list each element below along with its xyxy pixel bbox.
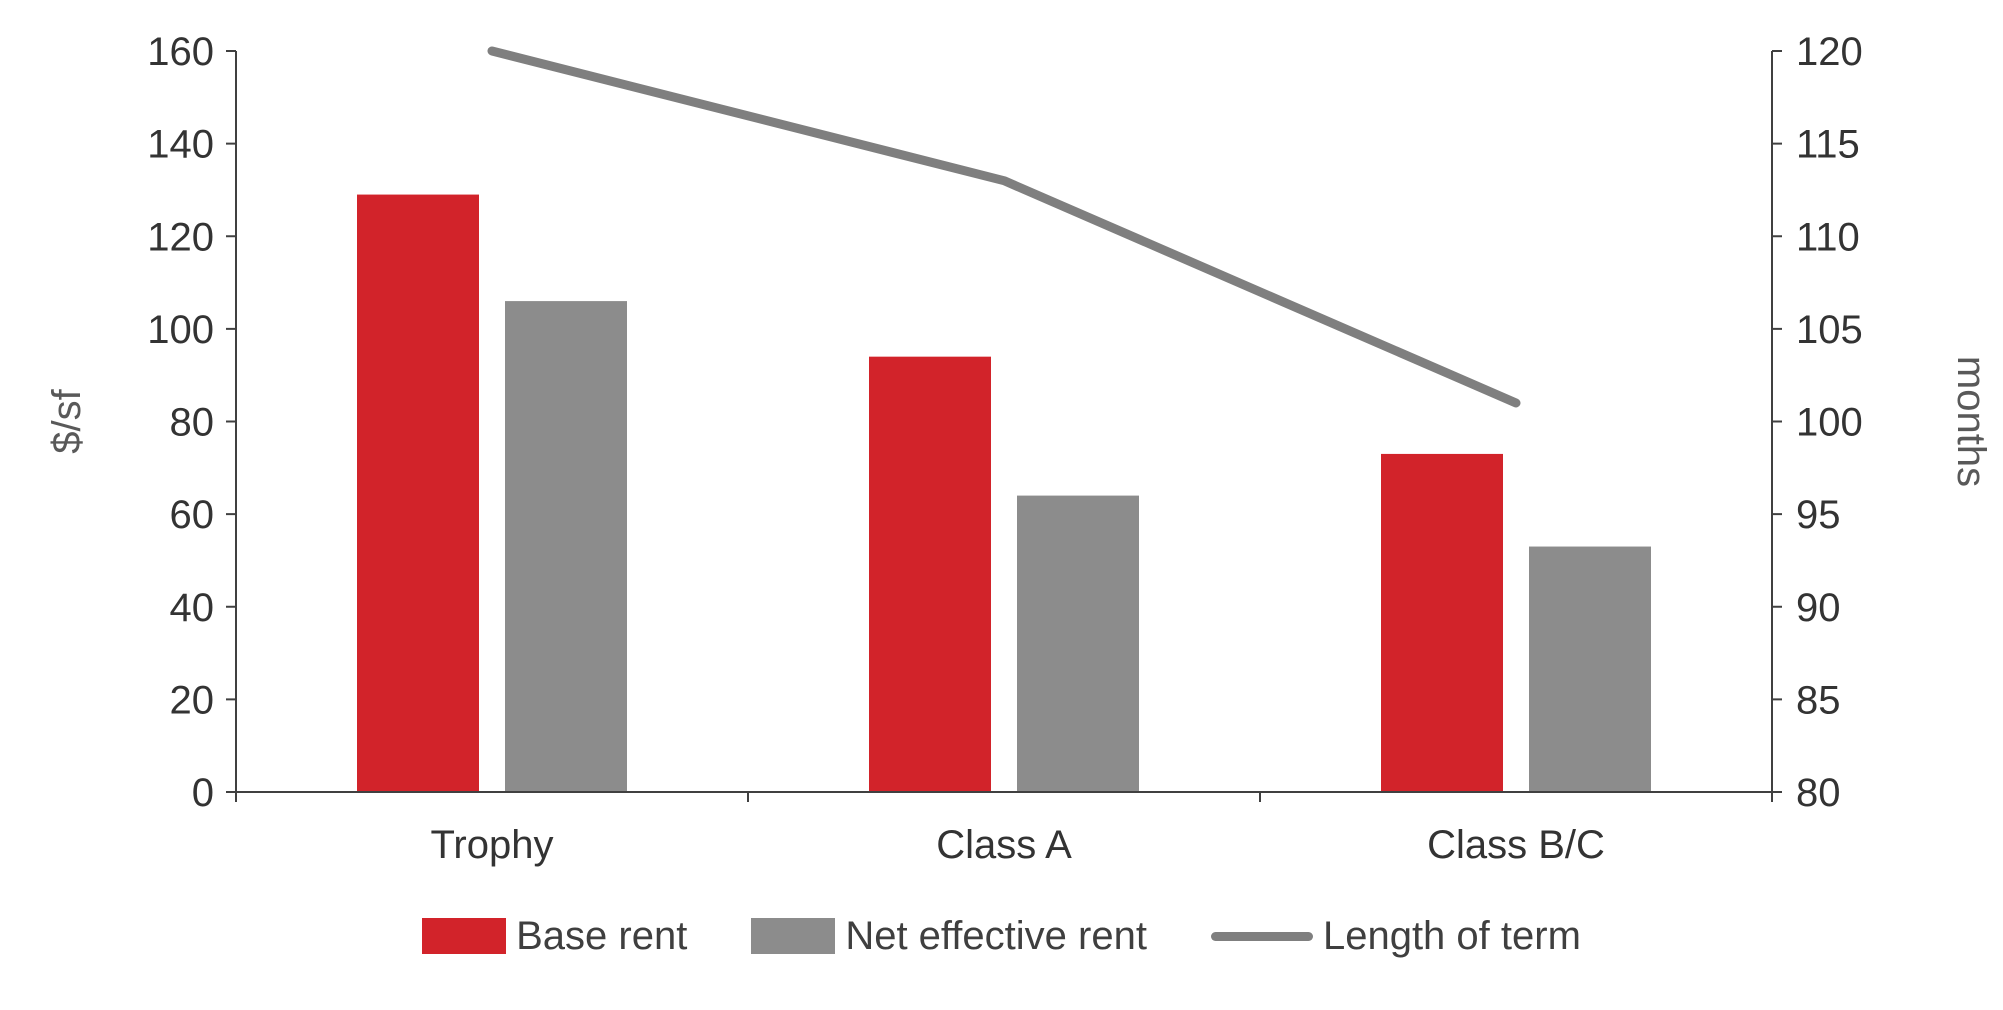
legend-label-length-of-term: Length of term <box>1322 914 1581 958</box>
right-axis-tick-label: 105 <box>1796 308 1863 352</box>
right-axis-tick-label: 100 <box>1796 401 1863 445</box>
right-axis-tick-label: 115 <box>1796 123 1860 167</box>
category-label-class-b-c: Class B/C <box>1427 823 1605 867</box>
left-axis-tick-label: 100 <box>147 308 214 352</box>
right-axis-title: months <box>1949 356 1993 487</box>
left-axis-tick-label: 20 <box>170 678 215 722</box>
combo-chart-canvas: 0 20 40 60 80 100 120 140 160 80 85 90 95 100 105 110 11… <box>45 30 1993 867</box>
left-axis-title: $/sf <box>45 388 89 453</box>
chart-legend: Base rent Net effective rent Length of t… <box>0 916 2003 956</box>
left-axis-tick-label: 140 <box>147 123 214 167</box>
bar-base-rent-class-a <box>869 356 991 792</box>
legend-label-base-rent: Base rent <box>516 914 688 958</box>
bar-base-rent-trophy <box>357 194 479 793</box>
left-axis-tick-label: 120 <box>147 215 214 259</box>
bar-net-effective-rent-class-b-c <box>1529 546 1651 792</box>
bar-net-effective-rent-class-a <box>1017 495 1139 792</box>
legend-swatch-base-rent <box>422 918 507 954</box>
legend-label-net-effective-rent: Net effective rent <box>845 914 1147 958</box>
right-axis-tick-label: 90 <box>1796 586 1841 630</box>
left-axis-tick-label: 40 <box>170 586 215 630</box>
right-axis-tick-label: 110 <box>1796 215 1860 259</box>
right-axis-tick-label: 120 <box>1796 30 1863 74</box>
bar-base-rent-class-b-c <box>1381 453 1503 792</box>
right-axis-tick-label: 85 <box>1796 678 1841 722</box>
right-axis-tick-label: 95 <box>1796 493 1841 537</box>
left-axis-tick-label: 0 <box>192 771 214 815</box>
category-label-class-a: Class A <box>936 823 1072 867</box>
legend-swatch-length-of-term <box>1210 931 1313 941</box>
legend-item-net-effective-rent: Net effective rent <box>751 916 1147 956</box>
left-axis-tick-label: 80 <box>170 401 215 445</box>
legend-item-length-of-term: Length of term <box>1210 914 1581 958</box>
left-axis-tick-label: 160 <box>147 30 214 74</box>
legend-item-base-rent: Base rent <box>422 916 687 956</box>
right-axis-tick-label: 80 <box>1796 771 1841 815</box>
bar-net-effective-rent-trophy <box>505 301 627 792</box>
category-label-trophy: Trophy <box>430 823 553 867</box>
line-length-of-term <box>487 46 1521 408</box>
left-axis-tick-label: 60 <box>170 493 215 537</box>
legend-swatch-net-effective-rent <box>751 918 836 954</box>
